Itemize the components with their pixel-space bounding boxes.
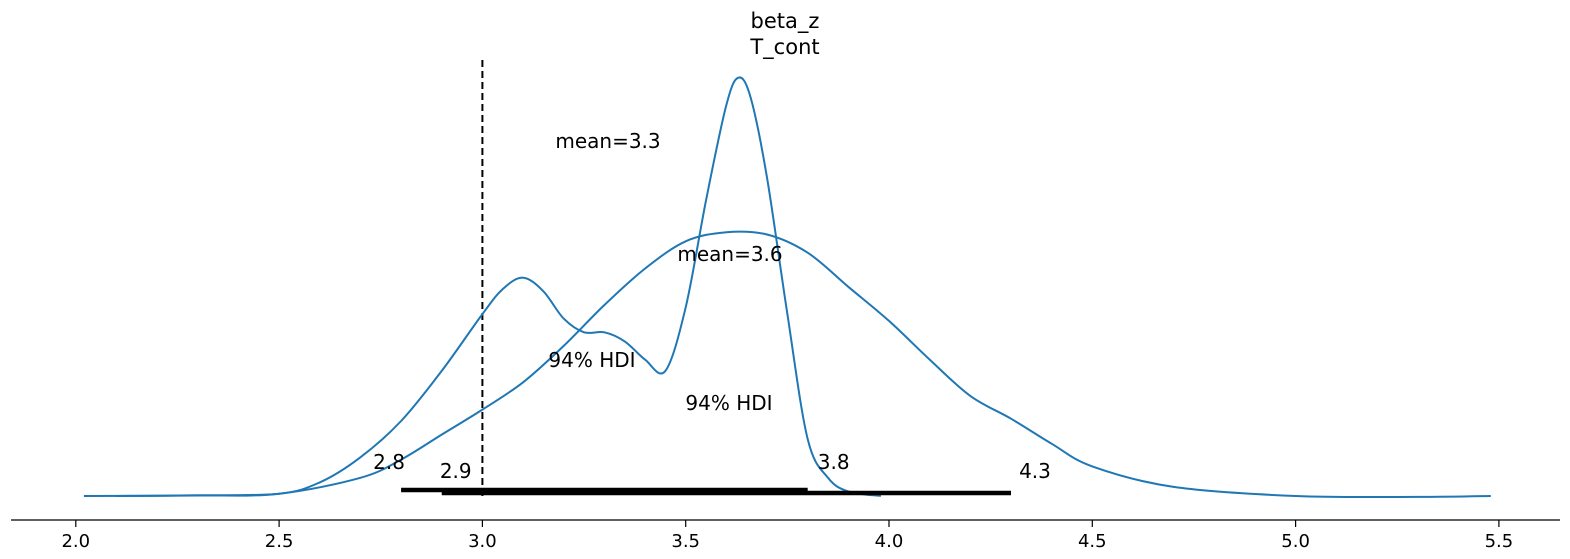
x-tick-label: 3.5 <box>671 531 700 552</box>
x-tick-label: 5.5 <box>1485 531 1514 552</box>
hdi-high-label-2: 4.3 <box>1019 459 1051 483</box>
density-curve-1 <box>116 76 882 497</box>
x-tick-label: 4.0 <box>875 531 904 552</box>
chart-title-line-1: beta_z <box>751 9 820 34</box>
hdi-low-label-2: 2.9 <box>440 459 472 483</box>
density-curve-2 <box>83 230 1491 499</box>
x-tick-label: 3.0 <box>468 531 497 552</box>
x-tick-label: 2.0 <box>61 531 90 552</box>
hdi-label-2: 94% HDI <box>685 391 772 415</box>
mean-label-2: mean=3.6 <box>677 242 782 266</box>
hdi-label-1: 94% HDI <box>548 348 635 372</box>
hdi-low-label-1: 2.8 <box>373 450 405 474</box>
mean-label-1: mean=3.3 <box>555 129 660 153</box>
hdi-high-label-1: 3.8 <box>818 450 850 474</box>
chart-title-line-2: T_cont <box>749 35 819 60</box>
x-tick-label: 2.5 <box>265 531 294 552</box>
x-tick-label: 4.5 <box>1078 531 1107 552</box>
x-tick-label: 5.0 <box>1281 531 1310 552</box>
